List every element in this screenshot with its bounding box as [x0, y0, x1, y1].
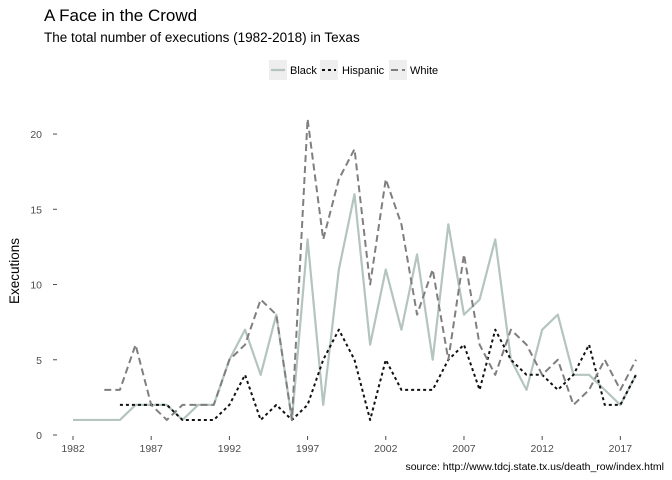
x-tick-label: 2007 — [452, 443, 476, 455]
y-axis: 0 5 10 15 20 — [30, 129, 57, 442]
legend-label-black: Black — [290, 65, 317, 77]
series-line-black — [73, 193, 637, 422]
y-tick-label: 10 — [30, 280, 42, 292]
x-tick-label: 1987 — [140, 443, 164, 455]
x-tick-label: 2017 — [609, 443, 633, 455]
y-tick-label: 15 — [30, 204, 42, 216]
y-axis-title: Executions — [7, 238, 22, 304]
x-tick-label: 1997 — [296, 443, 320, 455]
chart-title: A Face in the Crowd — [44, 6, 197, 25]
legend: Black Hispanic White — [269, 60, 438, 80]
legend-label-white: White — [410, 65, 438, 77]
x-tick-label: 2012 — [530, 443, 554, 455]
series-line-hispanic — [119, 328, 637, 421]
source-caption: source: http://www.tdcj.state.tx.us/deat… — [405, 461, 664, 473]
y-tick-label: 5 — [36, 355, 42, 367]
y-tick-label: 0 — [36, 430, 42, 442]
x-tick-label: 1982 — [61, 443, 85, 455]
y-tick-label: 20 — [30, 129, 42, 141]
legend-label-hispanic: Hispanic — [342, 65, 385, 77]
x-tick-label: 2002 — [374, 443, 398, 455]
chart-subtitle: The total number of executions (1982-201… — [44, 30, 360, 45]
x-tick-label: 1992 — [218, 443, 242, 455]
x-axis: 1982 1987 1992 1997 2002 2007 2012 2017 — [61, 436, 632, 455]
series-layer — [73, 118, 637, 422]
series-line-white — [104, 118, 637, 421]
